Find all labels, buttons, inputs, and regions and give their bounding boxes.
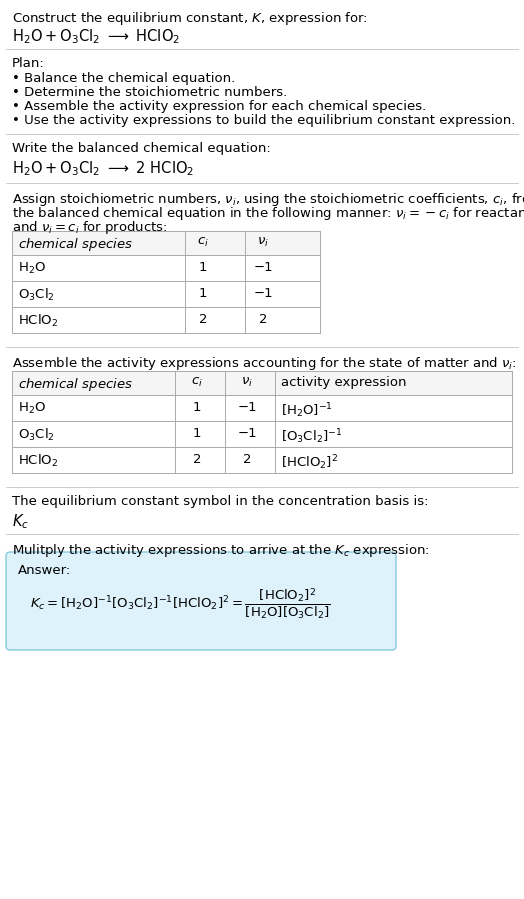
Text: Construct the equilibrium constant, $K$, expression for:: Construct the equilibrium constant, $K$,…	[12, 10, 368, 27]
Text: $\mathregular{H_2O}$: $\mathregular{H_2O}$	[18, 401, 46, 416]
Text: Plan:: Plan:	[12, 57, 45, 70]
Text: $\mathregular{HClO_2}$: $\mathregular{HClO_2}$	[18, 453, 58, 469]
Text: $K_c = [\mathregular{H_2O}]^{-1}[\mathregular{O_3Cl_2}]^{-1}[\mathregular{HClO_2: $K_c = [\mathregular{H_2O}]^{-1}[\mathre…	[30, 586, 331, 621]
Text: and $\nu_i = c_i$ for products:: and $\nu_i = c_i$ for products:	[12, 219, 168, 236]
Bar	[12, 371, 512, 395]
Text: $[\mathregular{H_2O}]^{-1}$: $[\mathregular{H_2O}]^{-1}$	[281, 401, 333, 420]
Bar	[12, 231, 320, 255]
Text: $\nu_i$: $\nu_i$	[257, 236, 269, 249]
Text: 1: 1	[199, 261, 208, 274]
Text: $c_i$: $c_i$	[191, 376, 203, 389]
Text: • Balance the chemical equation.: • Balance the chemical equation.	[12, 72, 235, 85]
Text: $\mathregular{H_2O + O_3Cl_2\ \longrightarrow\ HClO_2}$: $\mathregular{H_2O + O_3Cl_2\ \longright…	[12, 27, 180, 46]
Text: 2: 2	[243, 453, 251, 466]
Text: $\nu_i$: $\nu_i$	[241, 376, 253, 389]
Text: the balanced chemical equation in the following manner: $\nu_i = -c_i$ for react: the balanced chemical equation in the fo…	[12, 205, 524, 222]
Text: $[\mathregular{HClO_2}]^2$: $[\mathregular{HClO_2}]^2$	[281, 453, 338, 472]
Text: −1: −1	[253, 261, 273, 274]
Text: −1: −1	[253, 287, 273, 300]
Text: activity expression: activity expression	[281, 376, 407, 389]
Text: $c_i$: $c_i$	[197, 236, 209, 249]
Bar	[12, 281, 320, 307]
Text: 2: 2	[259, 313, 267, 326]
Text: 2: 2	[199, 313, 208, 326]
Bar	[12, 307, 320, 333]
Text: $[\mathregular{O_3Cl_2}]^{-1}$: $[\mathregular{O_3Cl_2}]^{-1}$	[281, 427, 342, 446]
Bar	[12, 421, 512, 447]
FancyBboxPatch shape	[6, 552, 396, 650]
Text: $K_c$: $K_c$	[12, 512, 29, 530]
Text: 1: 1	[193, 401, 201, 414]
Text: $\mathregular{O_3Cl_2}$: $\mathregular{O_3Cl_2}$	[18, 287, 55, 303]
Text: −1: −1	[237, 427, 257, 440]
Text: 1: 1	[199, 287, 208, 300]
Text: $\it{chemical\ species}$: $\it{chemical\ species}$	[18, 236, 133, 253]
Text: The equilibrium constant symbol in the concentration basis is:: The equilibrium constant symbol in the c…	[12, 495, 429, 508]
Text: 1: 1	[193, 427, 201, 440]
Bar	[12, 255, 320, 281]
Text: Mulitply the activity expressions to arrive at the $K_c$ expression:: Mulitply the activity expressions to arr…	[12, 542, 430, 559]
Text: Write the balanced chemical equation:: Write the balanced chemical equation:	[12, 142, 271, 155]
Text: $\it{chemical\ species}$: $\it{chemical\ species}$	[18, 376, 133, 393]
Text: • Determine the stoichiometric numbers.: • Determine the stoichiometric numbers.	[12, 86, 287, 99]
Text: Assign stoichiometric numbers, $\nu_i$, using the stoichiometric coefficients, $: Assign stoichiometric numbers, $\nu_i$, …	[12, 191, 524, 208]
Text: $\mathregular{H_2O + O_3Cl_2\ \longrightarrow\ 2\ HClO_2}$: $\mathregular{H_2O + O_3Cl_2\ \longright…	[12, 159, 194, 178]
Text: • Use the activity expressions to build the equilibrium constant expression.: • Use the activity expressions to build …	[12, 114, 516, 127]
Text: $\mathregular{O_3Cl_2}$: $\mathregular{O_3Cl_2}$	[18, 427, 55, 443]
Text: $\mathregular{H_2O}$: $\mathregular{H_2O}$	[18, 261, 46, 276]
Text: • Assemble the activity expression for each chemical species.: • Assemble the activity expression for e…	[12, 100, 426, 113]
Bar	[12, 447, 512, 473]
Text: $\mathregular{HClO_2}$: $\mathregular{HClO_2}$	[18, 313, 58, 329]
Text: Assemble the activity expressions accounting for the state of matter and $\nu_i$: Assemble the activity expressions accoun…	[12, 355, 517, 372]
Text: Answer:: Answer:	[18, 564, 71, 577]
Bar	[12, 395, 512, 421]
Text: 2: 2	[193, 453, 201, 466]
Text: −1: −1	[237, 401, 257, 414]
